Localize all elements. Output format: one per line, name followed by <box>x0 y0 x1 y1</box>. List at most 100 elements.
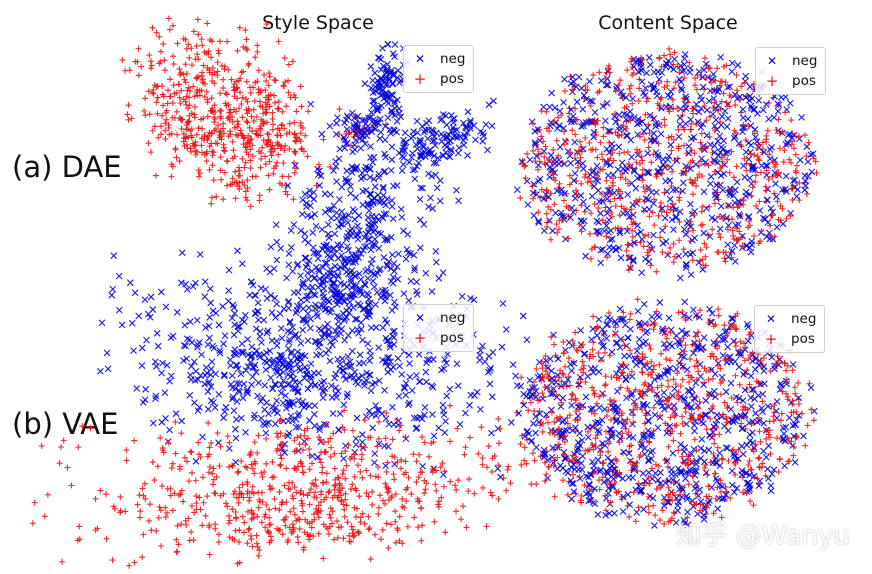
pos-point <box>251 439 258 446</box>
pos-point <box>247 165 254 172</box>
neg-point <box>104 365 112 373</box>
pos-point <box>736 228 743 235</box>
neg-point <box>439 269 447 277</box>
neg-point <box>391 127 398 135</box>
pos-point <box>689 257 696 264</box>
neg-point <box>662 238 670 245</box>
neg-point <box>381 236 389 244</box>
pos-point <box>150 86 157 93</box>
neg-point <box>227 381 235 388</box>
pos-point <box>709 433 716 440</box>
pos-point <box>192 151 199 158</box>
neg-point <box>720 170 728 178</box>
pos-point <box>68 482 75 489</box>
pos-point <box>58 444 65 451</box>
neg-point <box>615 244 623 252</box>
neg-point <box>330 167 337 175</box>
pos-point <box>711 470 718 477</box>
neg-point <box>662 177 670 185</box>
pos-point <box>249 483 256 490</box>
pos-point <box>233 514 240 521</box>
neg-point <box>710 87 718 95</box>
neg-point <box>604 476 612 484</box>
neg-point <box>672 365 680 373</box>
pos-point <box>651 196 658 203</box>
pos-point <box>166 26 173 33</box>
neg-point <box>258 339 265 346</box>
pos-point <box>383 409 390 416</box>
pos-point <box>157 507 164 514</box>
neg-point <box>631 239 638 247</box>
pos-point <box>193 500 200 507</box>
pos-point <box>257 132 264 139</box>
pos-point <box>188 126 195 133</box>
pos-point <box>299 508 306 515</box>
pos-point <box>297 138 304 145</box>
neg-point <box>647 189 655 196</box>
pos-point <box>569 337 576 344</box>
pos-point <box>748 466 755 473</box>
pos-point <box>413 479 420 486</box>
pos-point <box>174 548 181 555</box>
neg-point <box>531 127 539 135</box>
neg-point <box>644 149 652 157</box>
pos-point <box>220 130 227 137</box>
pos-point <box>126 562 133 569</box>
pos-point <box>313 494 320 501</box>
neg-point <box>615 429 623 437</box>
neg-point <box>566 152 574 160</box>
pos-point <box>290 495 297 502</box>
neg-point <box>311 382 319 389</box>
pos-point <box>383 468 390 475</box>
neg-point <box>649 447 656 455</box>
pos-point <box>646 213 653 220</box>
neg-point <box>389 215 397 223</box>
pos-point <box>535 209 542 216</box>
pos-point <box>539 390 546 397</box>
neg-point <box>485 101 493 109</box>
neg-point <box>620 315 627 322</box>
neg-point <box>638 269 646 277</box>
pos-point <box>181 76 188 83</box>
neg-point <box>650 130 658 137</box>
pos-point <box>285 537 292 544</box>
pos-point <box>595 205 602 212</box>
neg-point <box>395 250 402 258</box>
neg-point <box>703 131 711 139</box>
neg-point <box>802 182 809 190</box>
pos-point <box>254 513 261 520</box>
neg-point <box>660 340 668 348</box>
neg-point <box>717 121 725 129</box>
pos-point <box>188 45 195 52</box>
neg-point <box>612 330 619 337</box>
neg-point <box>486 366 494 374</box>
pos-point <box>602 76 609 83</box>
neg-point <box>542 191 550 198</box>
pos-point <box>165 15 172 22</box>
neg-point <box>115 306 123 314</box>
neg-point <box>202 324 209 331</box>
pos-point <box>304 492 311 499</box>
pos-point <box>244 46 251 53</box>
neg-point <box>335 273 342 280</box>
pos-point <box>185 84 192 91</box>
neg-point <box>626 254 634 262</box>
pos-point <box>722 483 729 490</box>
neg-point <box>548 89 556 97</box>
pos-point <box>302 441 309 448</box>
neg-point <box>385 337 392 344</box>
pos-point <box>280 82 287 89</box>
pos-point <box>147 58 154 65</box>
pos-point <box>244 98 251 105</box>
pos-point <box>810 155 817 162</box>
pos-point <box>319 479 326 486</box>
neg-point <box>429 137 437 145</box>
neg-point <box>629 434 637 441</box>
neg-point <box>651 137 659 145</box>
pos-point <box>229 118 236 125</box>
neg-point <box>430 133 438 141</box>
neg-point <box>624 132 631 140</box>
pos-point <box>275 105 282 112</box>
pos-point <box>763 167 770 174</box>
pos-point <box>720 63 727 70</box>
